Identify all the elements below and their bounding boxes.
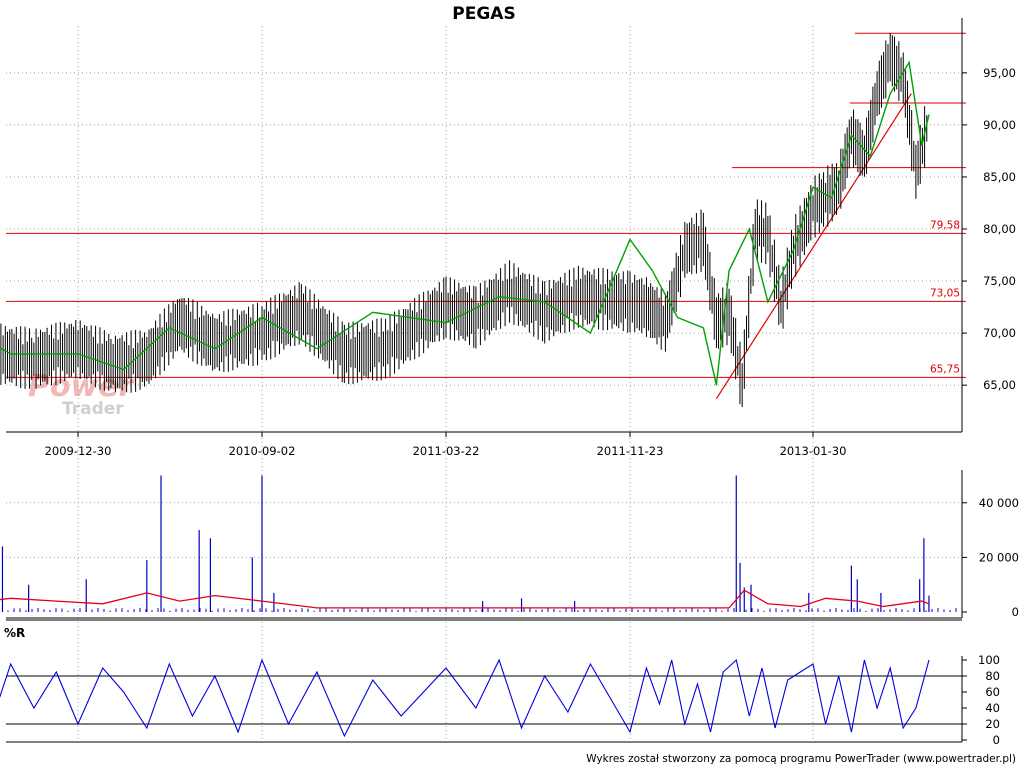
price-tick-label: 70,00 — [983, 326, 1016, 340]
date-tick-label: 2011-03-22 — [413, 444, 480, 458]
watermark-trader: Trader — [62, 399, 124, 419]
price-level-label: 65,75 — [930, 363, 960, 375]
price-tick-label: 95,00 — [983, 66, 1016, 80]
wr-tick-label: 80 — [985, 669, 1000, 683]
wr-tick-label: 0 — [993, 733, 1000, 747]
date-tick-label: 2010-09-02 — [229, 444, 296, 458]
grid-lines — [6, 26, 962, 740]
date-tick-label: 2009-12-30 — [45, 444, 112, 458]
axis-labels: 65,00 70,00 75,00 80,00 85,00 90,00 95,00 0 20 0… — [45, 66, 1019, 747]
volume-tick-label: 20 000 — [979, 550, 1019, 564]
wr-tick-label: 100 — [978, 653, 1000, 667]
date-tick-label: 2013-01-30 — [780, 444, 847, 458]
price-level-label: 79,58 — [930, 219, 960, 231]
axes — [6, 18, 967, 743]
wr-tick-label: 40 — [985, 701, 1000, 715]
williams-r-panel-title: %R — [4, 626, 25, 640]
price-tick-label: 75,00 — [983, 274, 1016, 288]
trend-line — [715, 93, 912, 400]
footer-credit: Wykres został stworzony za pomocą progra… — [586, 753, 1016, 765]
williams-r-line — [0, 658, 930, 738]
wr-tick-label: 60 — [985, 685, 1000, 699]
data-series — [0, 33, 957, 738]
chart-title: PEGAS — [452, 4, 515, 24]
price-tick-label: 65,00 — [983, 378, 1016, 392]
date-tick-label: 2011-11-23 — [597, 444, 664, 458]
price-tick-label: 85,00 — [983, 170, 1016, 184]
volume-tick-label: 40 000 — [979, 496, 1019, 510]
volume-tick-label: 0 — [1012, 605, 1019, 619]
wr-tick-label: 20 — [985, 717, 1000, 731]
price-level-label: 73,05 — [930, 287, 960, 299]
price-moving-average-line — [0, 60, 930, 386]
volume-moving-average-line — [0, 589, 930, 609]
support-resistance-levels — [6, 32, 966, 725]
price-tick-label: 80,00 — [983, 222, 1016, 236]
price-tick-label: 90,00 — [983, 118, 1016, 132]
